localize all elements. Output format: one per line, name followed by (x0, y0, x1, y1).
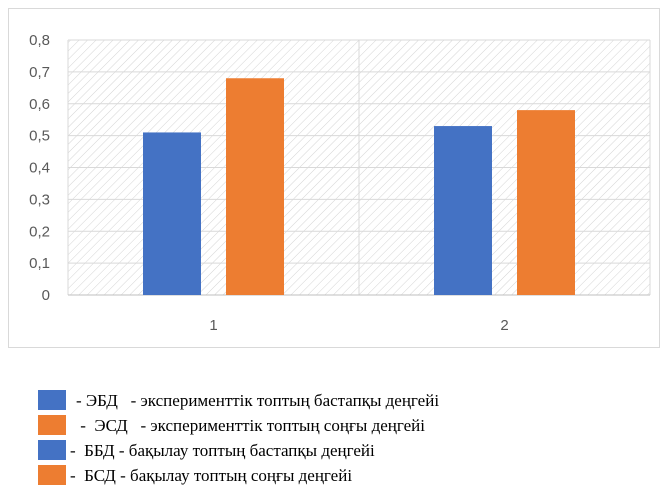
legend-label: - ЭСД - эксперименттік топтың соңғы деңг… (76, 416, 425, 435)
y-tick-label: 0,6 (29, 96, 50, 113)
legend-label: - ББД - бақылау топтың бастапқы деңгейі (70, 441, 375, 460)
x-tick-label: 2 (500, 317, 508, 334)
y-tick-label: 0,7 (29, 64, 50, 81)
y-tick-label: 0 (42, 287, 50, 304)
legend-label: - ЭБД - эксперименттік топтың бастапқы д… (76, 391, 440, 410)
x-tick-label: 1 (209, 317, 217, 334)
legend-swatch-blue (38, 390, 66, 410)
y-tick-label: 0,4 (29, 160, 50, 177)
y-tick-label: 0,2 (29, 223, 50, 240)
y-tick-label: 0,5 (29, 128, 50, 145)
y-tick-label: 0,1 (29, 255, 50, 272)
legend-swatch-orange (38, 415, 66, 435)
legend-label: - БСД - бақылау топтың соңғы деңгейі (70, 466, 353, 485)
bar (226, 78, 284, 295)
legend-swatch-blue (38, 440, 66, 460)
bars (143, 78, 575, 295)
legend-swatch-orange (38, 465, 66, 485)
bar (517, 110, 575, 295)
y-axis-ticks: 0 0,1 0,2 0,3 0,4 0,5 0,6 0,7 0,8 (29, 32, 50, 304)
bar (434, 126, 492, 295)
bar (143, 132, 201, 295)
y-tick-label: 0,8 (29, 32, 50, 49)
y-tick-label: 0,3 (29, 191, 50, 208)
